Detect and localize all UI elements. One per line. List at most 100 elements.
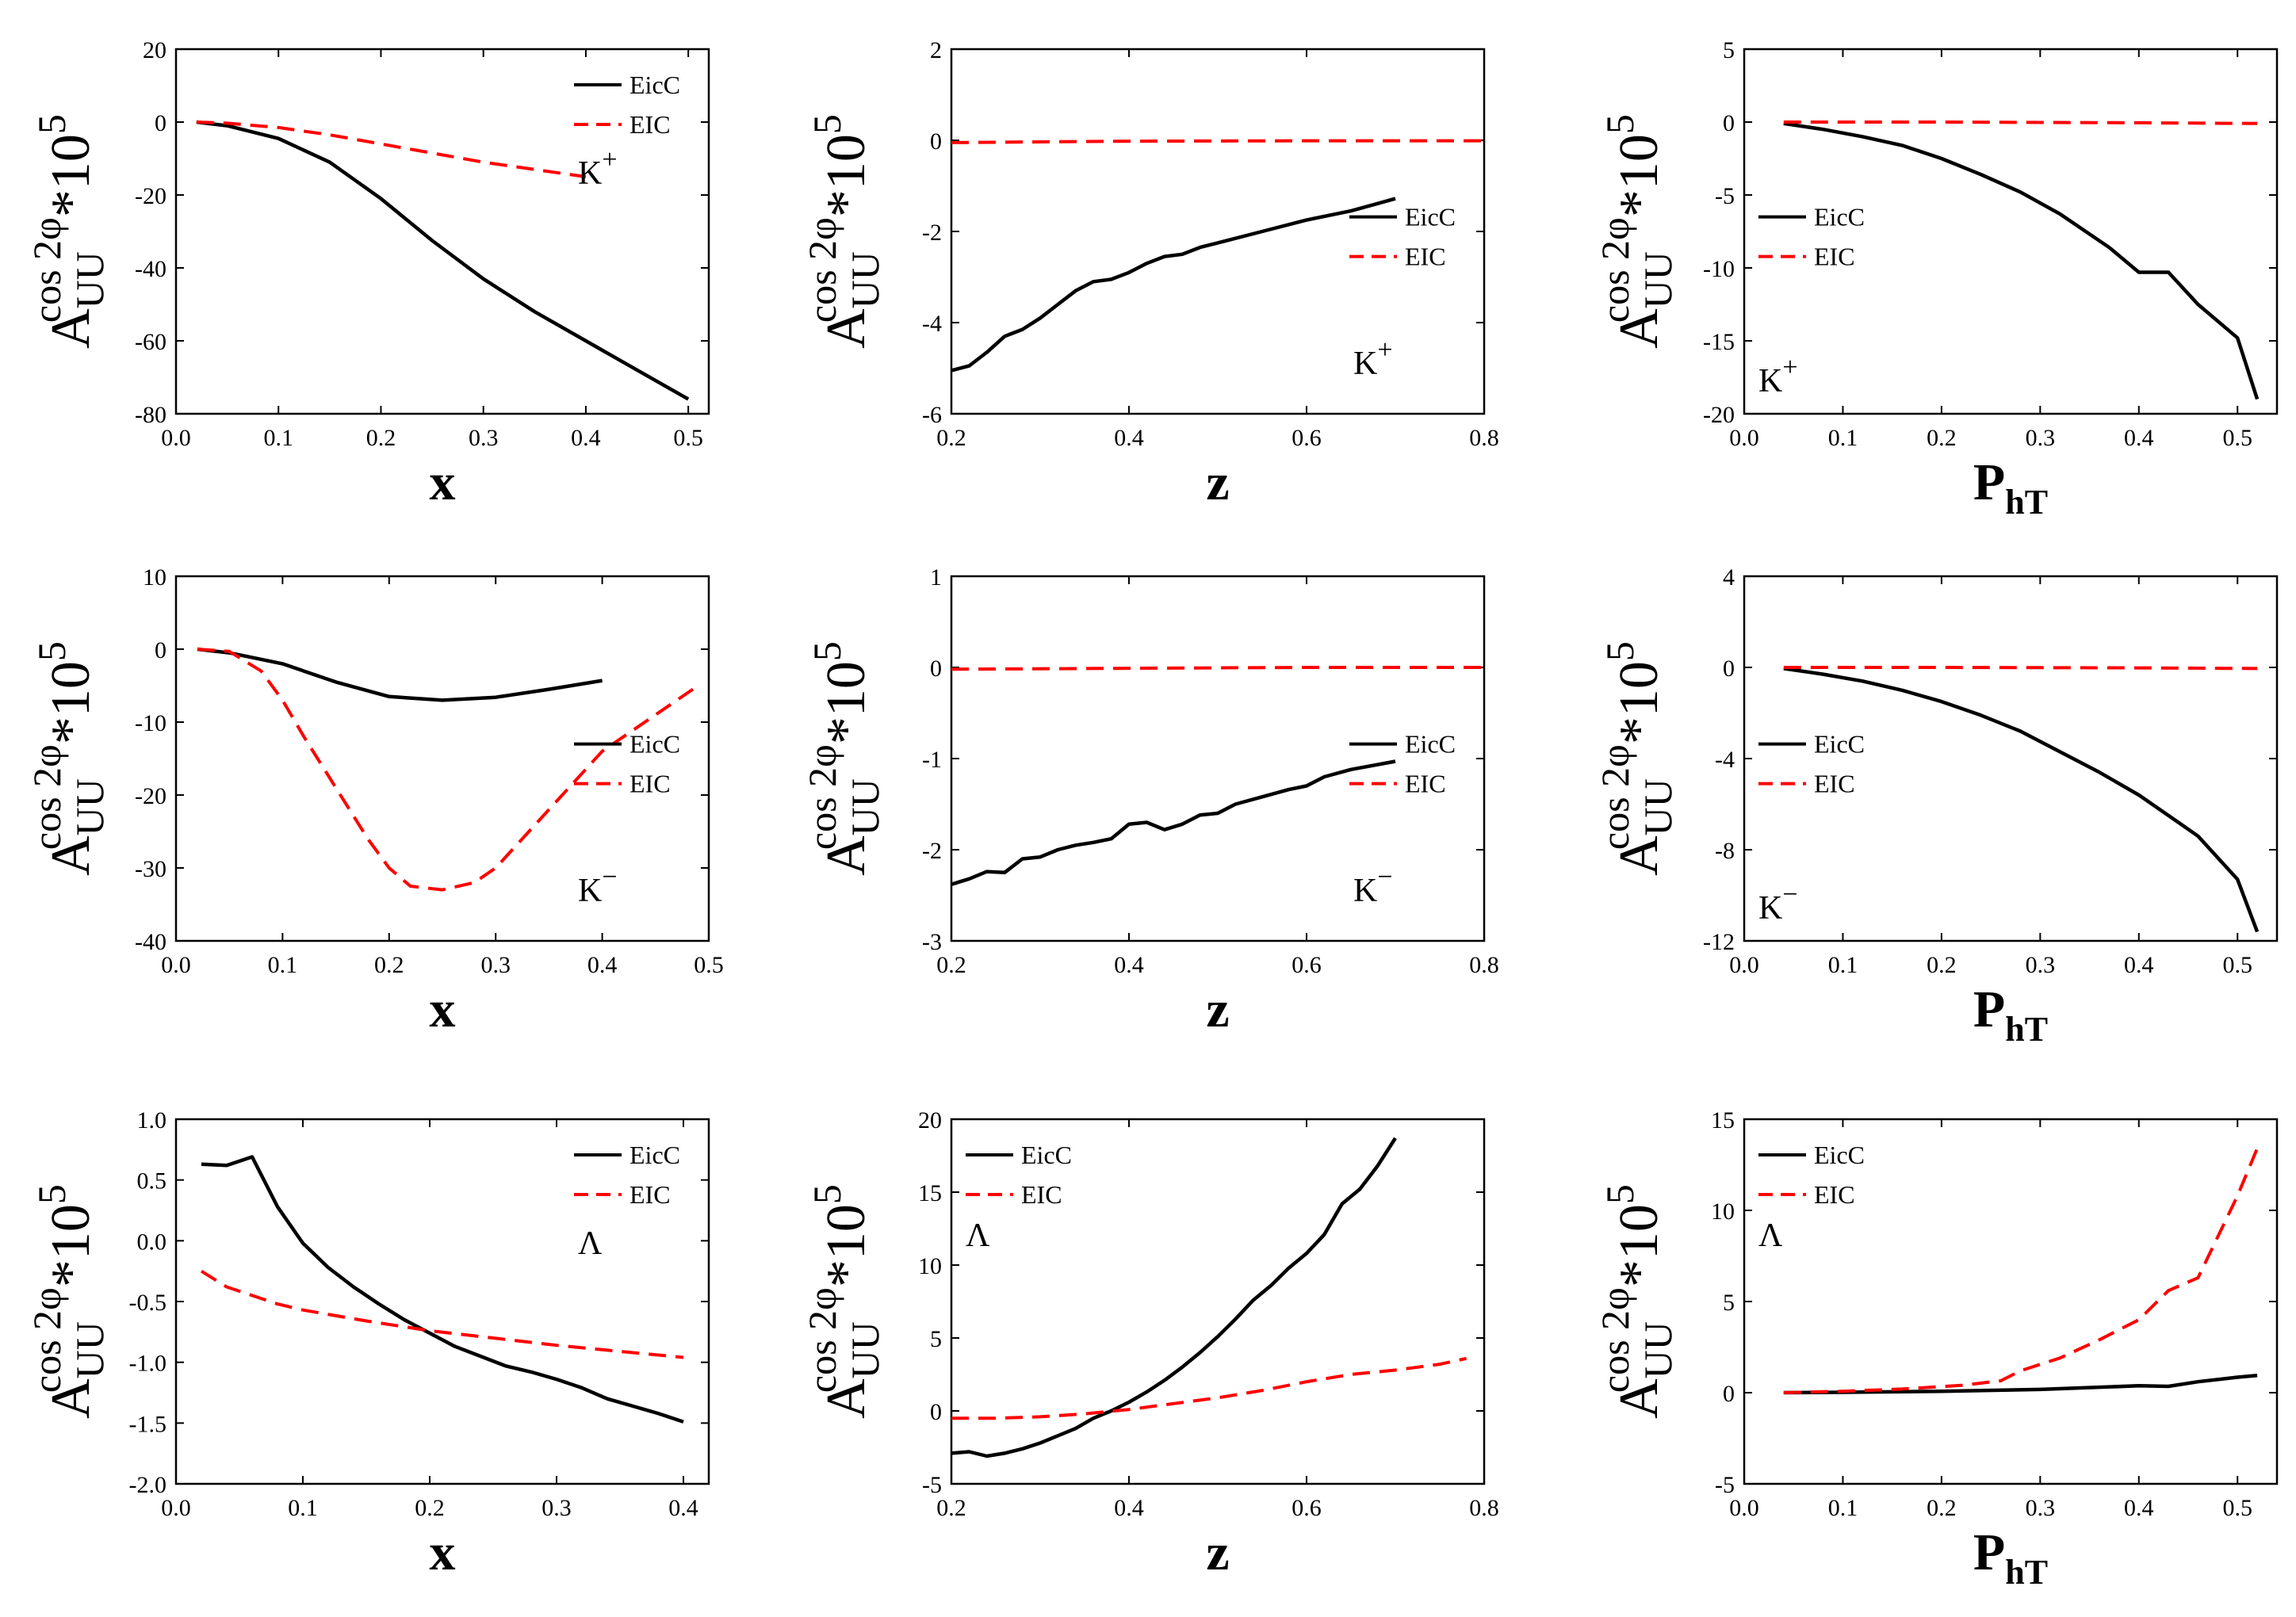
y-tick-label: 20	[143, 37, 166, 63]
hadron-label: Λ	[578, 1225, 603, 1262]
y-tick-label: 4	[1723, 564, 1735, 591]
y-label-sup: cos 2φ	[1593, 217, 1637, 323]
series-eicc-line	[1783, 1373, 2258, 1395]
y-label-suffix: *10	[816, 134, 877, 217]
x-tick-label: 0.2	[1927, 952, 1957, 978]
x-axis-label-sub: hT	[2005, 483, 2048, 522]
x-tick-label: 0.8	[1469, 952, 1499, 978]
hadron-label-sup: −	[602, 862, 617, 892]
x-tick-label: 0.2	[936, 1495, 966, 1521]
hadron-label-sup: +	[1782, 353, 1797, 382]
x-axis-label-main: z	[1206, 453, 1229, 511]
y-tick-label: 0.5	[137, 1168, 167, 1195]
y-label-sup: cos 2φ	[1593, 744, 1637, 850]
x-tick-label: 0.5	[694, 952, 724, 978]
y-tick-label: -15	[1703, 329, 1735, 355]
y-label-exp: 5	[805, 114, 849, 134]
legend-label-eic: EIC	[1405, 243, 1446, 271]
plot-frame	[1743, 48, 2279, 415]
y-tick-label: -40	[135, 929, 166, 955]
x-tick-label: 0.5	[2222, 1495, 2252, 1521]
y-tick-label: 15	[1711, 1107, 1735, 1133]
y-label-exp: 5	[805, 641, 849, 661]
y-tick-label: -6	[922, 402, 942, 428]
y-label-sub: UU	[67, 251, 112, 308]
x-tick-label: 0.2	[936, 952, 966, 978]
x-tick-label: 0.4	[1114, 1495, 1144, 1521]
x-tick-label: 0.3	[2026, 1495, 2056, 1521]
x-axis-label: x	[430, 453, 456, 511]
series-eic-line	[1783, 666, 2258, 671]
y-label-sub: UU	[1636, 251, 1680, 308]
x-tick-label: 0.3	[541, 1495, 572, 1521]
x-tick-label: 0.2	[1927, 425, 1957, 451]
x-tick-label: 0.0	[1729, 1495, 1759, 1521]
hadron-label: K−	[578, 862, 618, 909]
y-axis-label: AUUcos 2φ*105	[1593, 641, 1680, 876]
y-tick-label: 0	[1723, 656, 1735, 682]
panel-r2c0: 0.0 0.1 0.2 0.3 0.4 -2.0 -1.5 -1.0 -0.5 0.0 0.5 1.0…	[25, 1107, 710, 1581]
plot-frame	[950, 48, 1486, 415]
x-tick-label: 0.1	[288, 1495, 318, 1521]
legend-label-eicc: EicC	[1814, 1141, 1865, 1169]
y-tick-label: 0	[930, 656, 942, 682]
series-eic-line	[197, 648, 699, 892]
hadron-label-main: K	[1758, 363, 1782, 399]
series-eicc-line	[951, 1137, 1397, 1458]
y-label-sub: UU	[1636, 1321, 1680, 1378]
y-label-exp: 5	[29, 1184, 74, 1204]
y-label-sup: cos 2φ	[800, 744, 844, 850]
y-tick-label: -1.0	[129, 1351, 167, 1377]
y-tick-label: 10	[1711, 1198, 1735, 1225]
y-label-main: A	[816, 835, 877, 876]
x-axis-label: z	[1206, 453, 1229, 511]
legend-label-eic: EIC	[1405, 770, 1446, 798]
legend-label-eic: EIC	[629, 770, 671, 798]
y-tick-label: 2	[930, 37, 942, 63]
y-axis-label: AUUcos 2φ*105	[25, 1184, 112, 1419]
y-label-suffix: *10	[40, 661, 101, 744]
hadron-label-main: K	[578, 155, 602, 192]
y-label-sup: cos 2φ	[800, 217, 844, 323]
y-axis-label: AUUcos 2φ*105	[25, 114, 112, 349]
legend-label-eicc: EicC	[1814, 730, 1865, 759]
hadron-label-main: Λ	[578, 1225, 603, 1262]
x-axis-label: PhT	[1973, 1523, 2048, 1592]
hadron-label: K−	[1758, 880, 1798, 927]
y-tick-label: 0	[155, 637, 166, 663]
x-axis-label-main: x	[430, 453, 456, 511]
x-tick-label: 0.2	[936, 425, 966, 451]
y-tick-label: -40	[135, 256, 166, 282]
y-tick-label: 0	[930, 1399, 942, 1425]
y-label-main: A	[1609, 308, 1670, 349]
series-eicc-line	[1783, 667, 2260, 933]
x-tick-label: 0.3	[469, 425, 499, 451]
x-axis-label: PhT	[1973, 981, 2048, 1049]
legend-label-eicc: EicC	[1405, 730, 1456, 759]
series-eicc-line	[951, 759, 1396, 886]
y-label-exp: 5	[29, 641, 74, 661]
x-axis-label: x	[430, 1523, 456, 1581]
y-tick-label: -4	[1715, 747, 1735, 773]
x-tick-label: 0.4	[587, 952, 618, 978]
x-axis-label-main: x	[430, 1523, 456, 1581]
y-tick-label: 1.0	[137, 1107, 167, 1133]
y-axis-label: AUUcos 2φ*105	[800, 1184, 887, 1419]
x-tick-label: 0.1	[1828, 425, 1858, 451]
x-tick-label: 0.6	[1292, 952, 1322, 978]
y-tick-label: -3	[922, 929, 942, 955]
y-label-sub: UU	[843, 1321, 887, 1378]
x-tick-label: 0.1	[1828, 952, 1858, 978]
x-tick-label: 0.8	[1469, 425, 1499, 451]
x-tick-label: 0.1	[268, 952, 298, 978]
y-tick-label: -20	[1703, 402, 1735, 428]
hadron-label-sup: −	[1782, 880, 1797, 909]
y-label-main: A	[1609, 835, 1670, 876]
y-label-sub: UU	[843, 778, 887, 835]
x-tick-label: 0.0	[161, 952, 191, 978]
y-label-main: A	[816, 1378, 877, 1419]
y-tick-label: 0	[1723, 1381, 1735, 1407]
y-label-suffix: *10	[1609, 661, 1670, 744]
legend-label-eic: EIC	[629, 110, 671, 139]
